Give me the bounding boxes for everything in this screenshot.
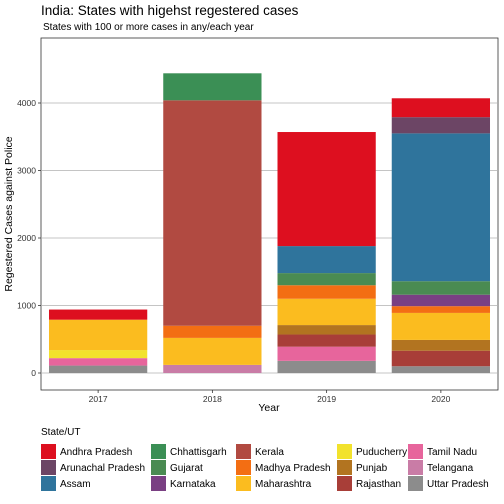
x-axis-ticks: 2017 2018 2019 2020 <box>89 390 451 404</box>
bar-segment <box>391 133 491 282</box>
bar-segment <box>391 117 491 134</box>
bar-segment <box>391 312 491 340</box>
legend-swatch <box>151 460 166 475</box>
bar-segment <box>277 360 376 373</box>
bar-segment <box>277 285 376 299</box>
legend-label: Rajasthan <box>356 479 401 490</box>
legend-label: Andhra Pradesh <box>60 447 132 458</box>
bar-segment <box>48 309 148 320</box>
legend-label: Telangana <box>427 463 474 474</box>
legend-label: Uttar Pradesh <box>427 479 489 490</box>
bar-segment <box>391 281 491 295</box>
bar-segment <box>391 306 491 313</box>
bar-segment <box>277 298 376 326</box>
legend-title: State/UT <box>41 427 80 438</box>
legend-swatch <box>151 476 166 491</box>
bar-segment <box>391 339 491 351</box>
x-tick-label: 2020 <box>431 394 450 404</box>
bar-segment <box>163 73 262 101</box>
legend-swatch <box>236 476 251 491</box>
y-tick-label: 4000 <box>17 98 36 108</box>
bar-segment <box>391 350 491 367</box>
bars <box>48 73 491 373</box>
legend-swatch <box>41 476 56 491</box>
bar-segment <box>163 325 262 338</box>
legend-label: Puducherry <box>356 447 407 458</box>
legend-swatch <box>236 460 251 475</box>
y-axis-ticks: 0 1000 2000 3000 4000 <box>17 98 41 378</box>
legend-swatch <box>41 460 56 475</box>
bar-segment <box>48 319 148 351</box>
x-axis-label: Year <box>258 402 280 414</box>
x-tick-label: 2019 <box>317 394 336 404</box>
legend-swatch <box>337 460 352 475</box>
bar-segment <box>391 366 491 373</box>
legend-label: Madhya Pradesh <box>255 463 331 474</box>
legend-label: Karnataka <box>170 479 216 490</box>
bar-segment <box>391 294 491 307</box>
legend-label: Maharashtra <box>255 479 312 490</box>
legend-label: Kerala <box>255 447 284 458</box>
legend-label: Gujarat <box>170 463 203 474</box>
legend-swatch <box>408 444 423 459</box>
bar-segment <box>48 358 148 366</box>
y-tick-label: 1000 <box>17 301 36 311</box>
bar-segment <box>48 350 148 359</box>
chart-title: India: States with higehst regestered ca… <box>41 3 299 18</box>
legend-label: Arunachal Pradesh <box>60 463 145 474</box>
legend: Andhra Pradesh Arunachal Pradesh Assam Chha… <box>41 444 489 491</box>
bar-segment <box>277 246 376 274</box>
legend-swatch <box>236 444 251 459</box>
bar-segment <box>277 334 376 347</box>
y-tick-label: 3000 <box>17 166 36 176</box>
legend-swatch <box>151 444 166 459</box>
bar-segment <box>391 98 491 118</box>
legend-swatch <box>41 444 56 459</box>
legend-label: Assam <box>60 479 91 490</box>
bar-segment <box>163 100 262 326</box>
y-axis-label: Regestered Cases against Police <box>3 136 15 291</box>
y-tick-label: 2000 <box>17 233 36 243</box>
x-tick-label: 2018 <box>203 394 222 404</box>
bar-segment <box>163 364 262 373</box>
bar-segment <box>277 273 376 286</box>
bar-segment <box>277 346 376 361</box>
plot-area <box>40 37 499 391</box>
legend-label: Tamil Nadu <box>427 447 477 458</box>
legend-swatch <box>337 476 352 491</box>
bar-segment <box>48 365 148 373</box>
legend-swatch <box>408 460 423 475</box>
chart-subtitle: States with 100 or more cases in any/eac… <box>43 22 254 33</box>
legend-swatch <box>408 476 423 491</box>
legend-label: Chhattisgarh <box>170 447 227 458</box>
bar-segment <box>277 132 376 247</box>
y-tick-label: 0 <box>31 368 36 378</box>
bar-segment <box>163 337 262 365</box>
bar-segment <box>277 325 376 335</box>
legend-label: Punjab <box>356 463 388 474</box>
legend-swatch <box>337 444 352 459</box>
x-tick-label: 2017 <box>89 394 108 404</box>
